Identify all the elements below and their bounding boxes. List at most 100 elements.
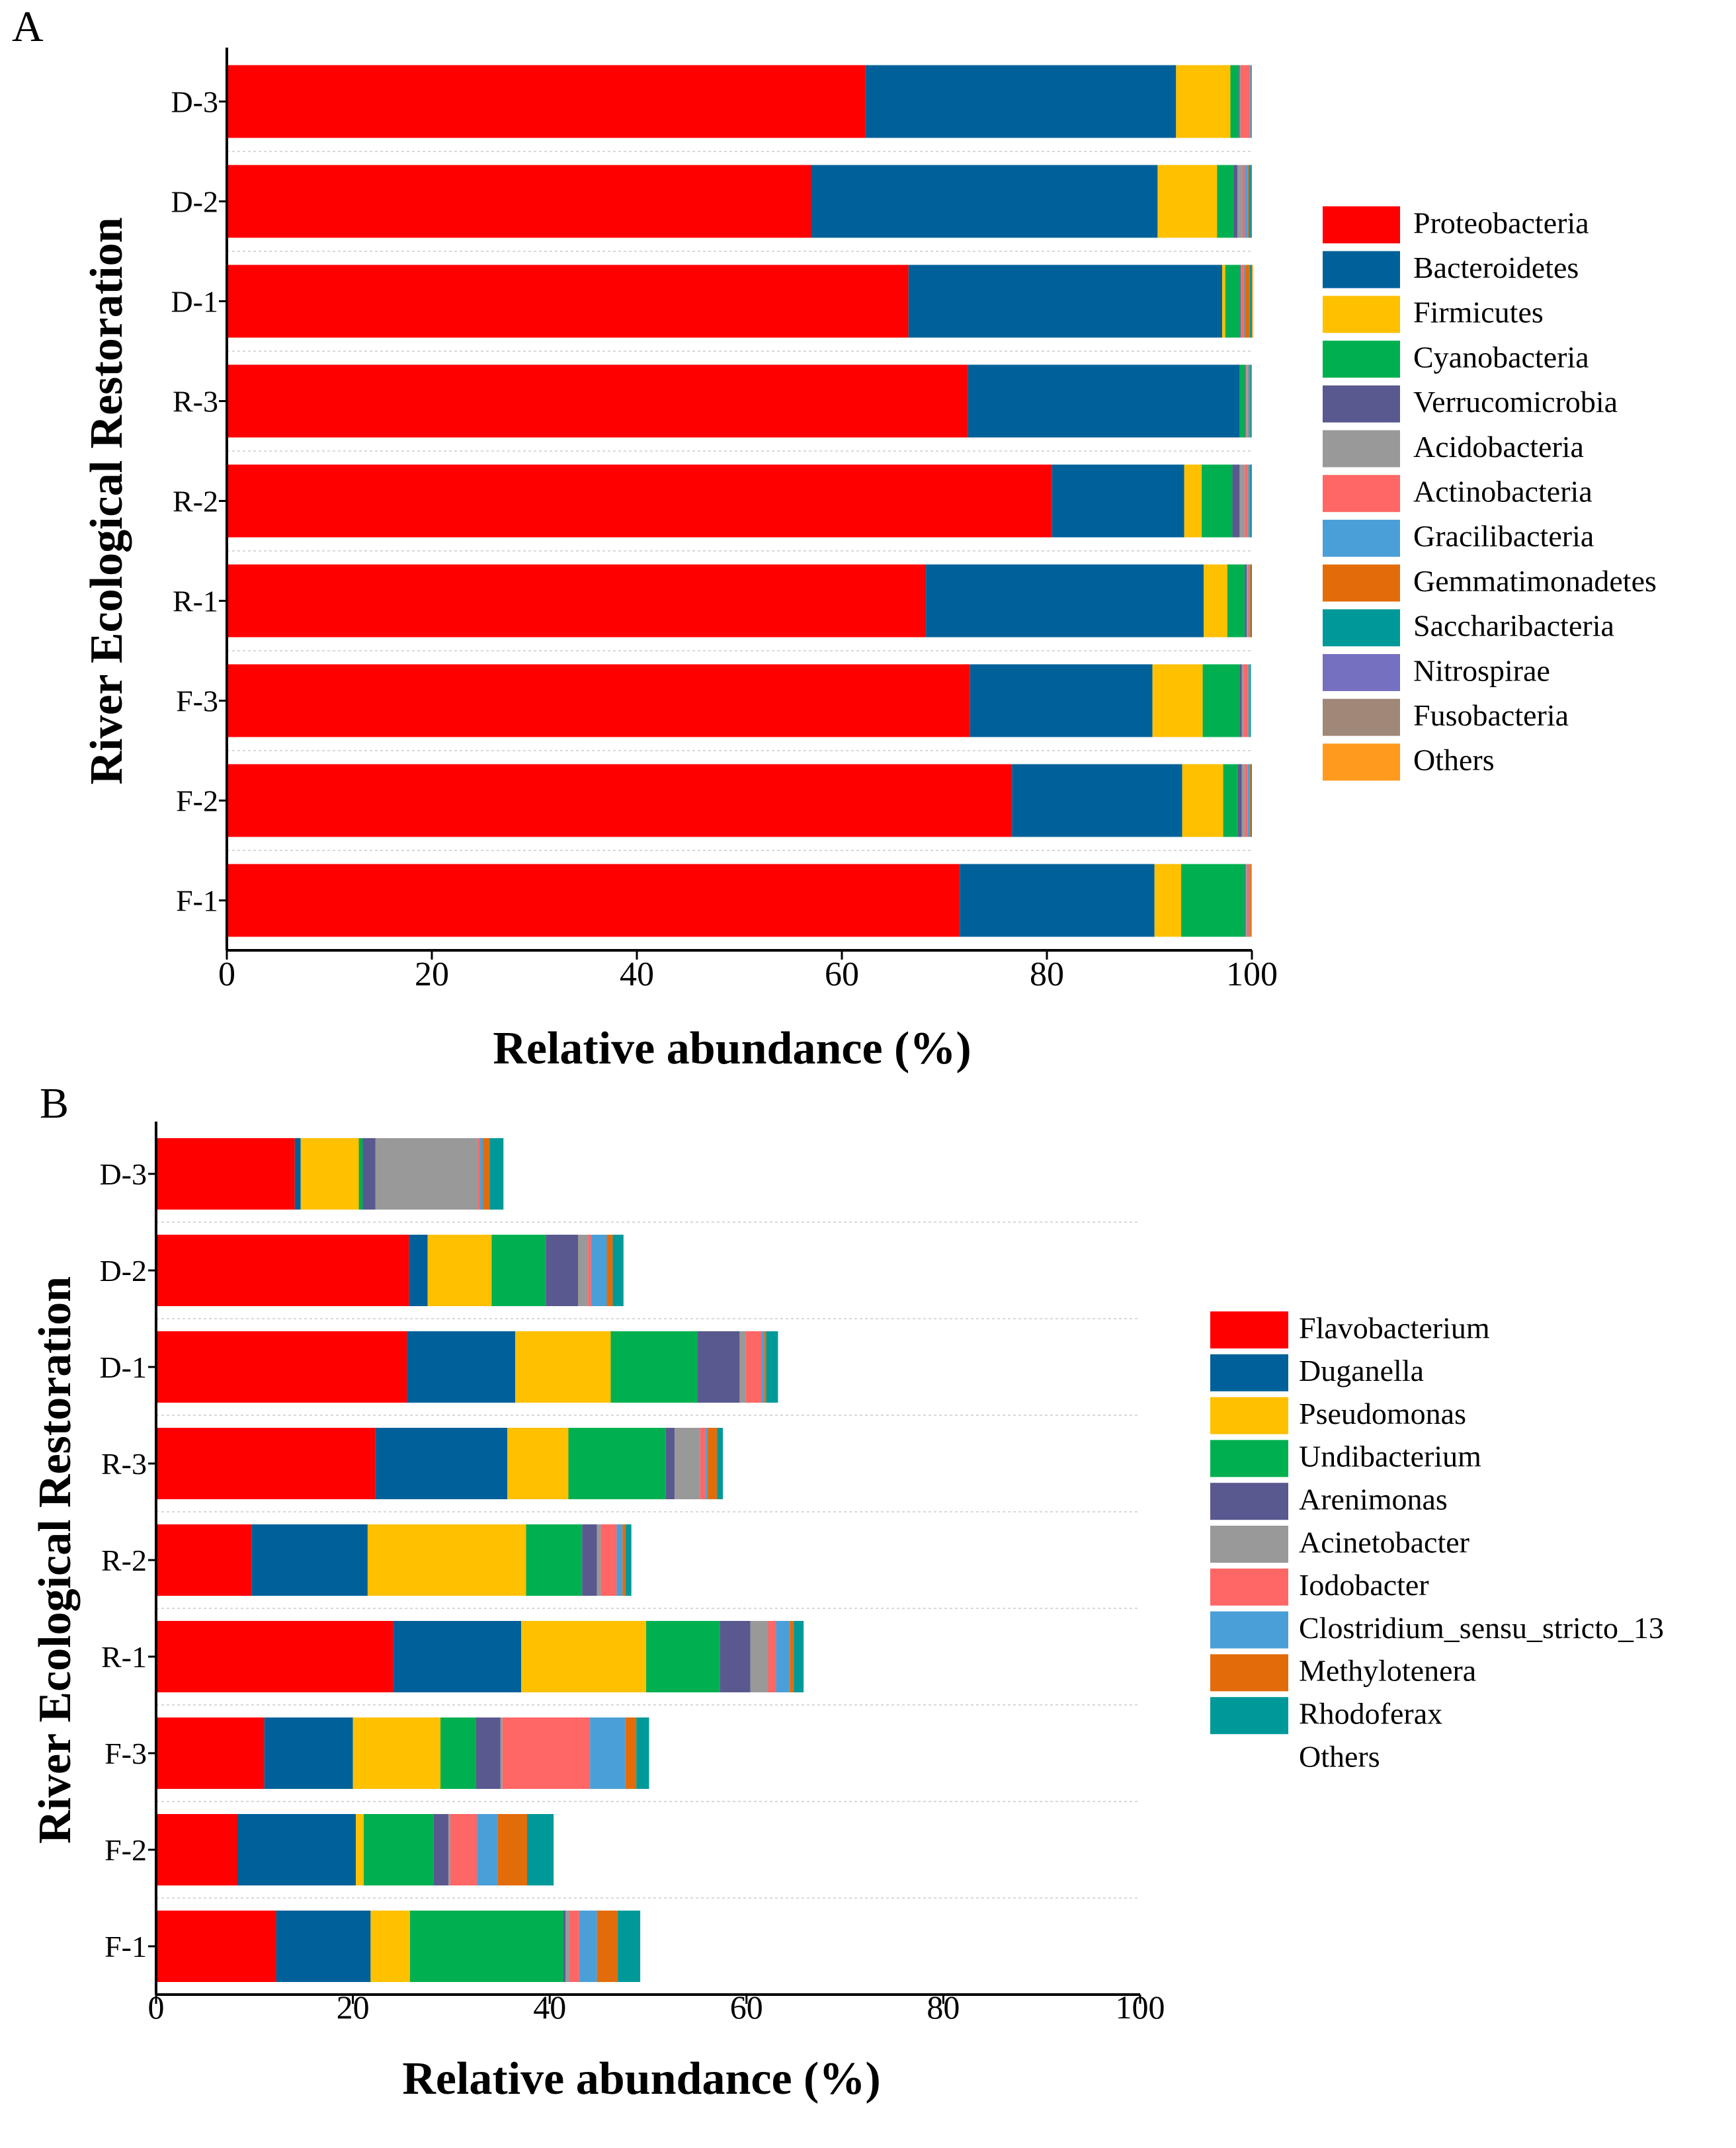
legend-swatch-undibacterium: [1210, 1440, 1288, 1477]
bar-segment-bacteroidetes-d-2: [811, 165, 1158, 238]
bar-segment-verrucomicrobia-f-3: [1239, 664, 1242, 737]
bar-segment-flavobacterium-d-3: [156, 1138, 295, 1210]
bar-segment-gracilibacteria-r-1: [1249, 564, 1250, 638]
bar-segment-acinetobacter-d-3: [375, 1138, 478, 1210]
bar-row-f-2: [156, 1814, 554, 1885]
bar-segment-clostridium-sensu-stricto-13-r-3: [705, 1428, 708, 1499]
bar-row-f-3: [156, 1717, 649, 1789]
bar-segment-saccharibacteria-r-2: [1249, 464, 1251, 538]
bar-segment-verrucomicrobia-f-1: [1245, 864, 1246, 937]
bar-row-d-2: [156, 1235, 624, 1306]
legend-swatch-proteobacteria: [1323, 206, 1400, 243]
bar-segment-flavobacterium-f-2: [156, 1814, 238, 1885]
bar-segment-arenimonas-f-2: [433, 1814, 448, 1885]
bar-segment-proteobacteria-r-1: [227, 564, 927, 638]
bar-segment-gemmatimonadetes-r-2: [1249, 464, 1250, 538]
bar-segment-arenimonas-r-2: [582, 1524, 597, 1596]
legend-swatch-pseudomonas: [1210, 1397, 1288, 1434]
bar-segment-methylotenera-f-2: [497, 1814, 527, 1885]
bar-segment-nitrospirae-r-2: [1251, 464, 1252, 538]
x-axis-title: Relative abundance (%): [493, 1023, 971, 1074]
y-axis-title: River Ecological Restoration: [81, 218, 132, 785]
bar-segment-duganella-f-3: [264, 1717, 353, 1789]
bar-segment-flavobacterium-r-1: [156, 1621, 393, 1692]
bar-segment-gracilibacteria-d-3: [1249, 65, 1251, 138]
legend-swatch-bacteroidetes: [1323, 251, 1400, 288]
category-label: D-2: [171, 185, 218, 219]
legend-swatch-saccharibacteria: [1323, 609, 1400, 647]
legend: Flavobacterium Duganella Pseudomonas Undiba…: [1210, 1311, 1664, 1777]
bar-segment-gracilibacteria-d-2: [1245, 165, 1248, 238]
bar-row-f-1: [156, 1911, 641, 1982]
bar-segment-acidobacteria-f-3: [1241, 664, 1244, 737]
legend-swatch-flavobacterium: [1210, 1311, 1288, 1348]
bar-segment-arenimonas-d-1: [697, 1331, 740, 1403]
bar-segment-pseudomonas-d-1: [515, 1331, 611, 1403]
bar-segment-proteobacteria-d-2: [227, 165, 811, 238]
bar-segment-actinobacteria-d-3: [1240, 65, 1250, 138]
bar-row-f-1: [227, 864, 1252, 937]
legend-swatch-others: [1210, 1740, 1288, 1777]
bar-segment-pseudomonas-d-2: [427, 1235, 492, 1306]
bar-segment-iodobacter-r-3: [700, 1428, 706, 1499]
bar-segment-gracilibacteria-f-2: [1247, 764, 1250, 837]
bar-segment-gemmatimonadetes-r-1: [1249, 564, 1251, 638]
category-label: R-1: [101, 1640, 147, 1674]
x-tick-label: 40: [620, 956, 654, 993]
bar-segment-proteobacteria-f-3: [227, 664, 970, 737]
bar-segment-saccharibacteria-d-1: [1249, 265, 1252, 338]
bar-segment-rhodoferax-f-3: [636, 1717, 649, 1789]
legend-label-actinobacteria: Actinobacteria: [1413, 475, 1592, 509]
legend-label-acidobacteria: Acidobacteria: [1413, 430, 1584, 464]
bar-row-d-1: [227, 265, 1253, 338]
bar-segment-firmicutes-d-2: [1157, 165, 1218, 238]
bar-segment-acinetobacter-d-1: [739, 1331, 746, 1403]
bar-segment-undibacterium-r-2: [526, 1524, 583, 1596]
bar-segment-bacteroidetes-f-3: [970, 664, 1153, 737]
bar-segment-gemmatimonadetes-f-2: [1249, 764, 1251, 837]
bar-segment-iodobacter-f-1: [569, 1911, 579, 1982]
bar-segment-undibacterium-r-3: [568, 1428, 666, 1499]
legend-label-firmicutes: Firmicutes: [1413, 296, 1544, 329]
bar-segment-cyanobacteria-d-2: [1217, 165, 1234, 238]
legend: Proteobacteria Bacteroidetes Firmicutes Cya…: [1323, 206, 1657, 781]
bar-segment-duganella-f-2: [237, 1814, 356, 1885]
bar-segment-others-f-1: [1251, 864, 1252, 937]
bar-segment-iodobacter-f-3: [502, 1717, 591, 1789]
bar-segment-flavobacterium-r-3: [156, 1428, 376, 1499]
bar-segment-gracilibacteria-d-1: [1243, 265, 1245, 338]
bar-segment-gemmatimonadetes-d-1: [1245, 265, 1250, 338]
bar-segment-firmicutes-r-1: [1204, 564, 1227, 638]
legend-label-clostridium-sensu-stricto-13: Clostridium_sensu_stricto_13: [1299, 1611, 1664, 1645]
x-tick-label: 60: [730, 1989, 763, 2026]
bar-segment-verrucomicrobia-d-2: [1233, 165, 1238, 238]
bar-segment-clostridium-sensu-stricto-13-d-3: [479, 1138, 483, 1210]
bar-segment-undibacterium-d-2: [491, 1235, 546, 1306]
bar-segment-clostridium-sensu-stricto-13-f-2: [477, 1814, 498, 1885]
bar-row-r-1: [227, 564, 1252, 638]
bar-segment-proteobacteria-f-2: [227, 764, 1013, 837]
bar-segment-pseudomonas-f-2: [356, 1814, 364, 1885]
bar-segment-proteobacteria-r-2: [227, 464, 1052, 538]
bar-segment-arenimonas-f-3: [475, 1717, 501, 1789]
bar-segment-flavobacterium-r-2: [156, 1524, 252, 1596]
bar-segment-pseudomonas-d-3: [300, 1138, 359, 1210]
bar-segment-acidobacteria-f-2: [1241, 764, 1245, 837]
bar-segment-undibacterium-f-2: [363, 1814, 434, 1885]
bar-segment-verrucomicrobia-f-2: [1237, 764, 1242, 837]
x-tick-label: 100: [1116, 1989, 1165, 2026]
bar-segment-acidobacteria-r-2: [1239, 464, 1245, 538]
bar-segment-gemmatimonadetes-d-2: [1247, 165, 1249, 238]
legend-label-acinetobacter: Acinetobacter: [1299, 1525, 1469, 1559]
bar-segment-proteobacteria-d-3: [227, 65, 866, 138]
bar-segment-actinobacteria-f-3: [1243, 664, 1248, 737]
bar-segment-rhodoferax-f-2: [526, 1814, 554, 1885]
bar-segment-proteobacteria-d-1: [227, 265, 909, 338]
bar-segment-duganella-f-1: [276, 1911, 371, 1982]
category-label: F-1: [176, 884, 218, 918]
legend-label-iodobacter: Iodobacter: [1299, 1568, 1429, 1602]
bar-row-r-2: [156, 1524, 632, 1596]
legend-label-gracilibacteria: Gracilibacteria: [1413, 519, 1594, 553]
bar-segment-verrucomicrobia-r-2: [1232, 464, 1240, 538]
bar-segment-clostridium-sensu-stricto-13-d-1: [761, 1331, 765, 1403]
